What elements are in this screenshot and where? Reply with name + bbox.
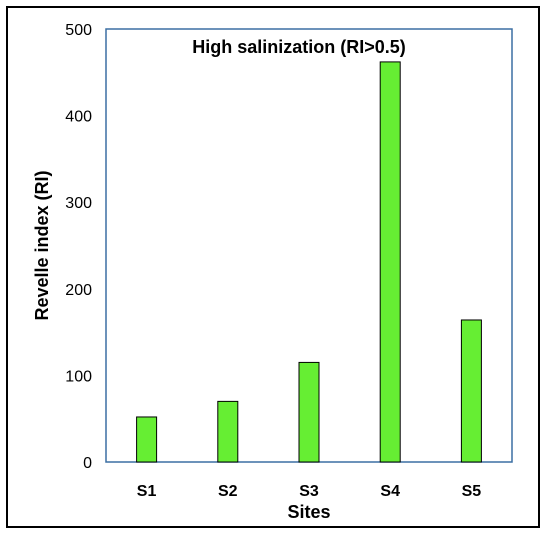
bar-s3: [298, 361, 320, 463]
bar-s2: [217, 400, 239, 463]
bar-s4: [379, 61, 401, 463]
y-tick-label: 0: [83, 455, 92, 472]
figure-frame: [6, 6, 540, 528]
x-tick-label: S1: [137, 483, 157, 500]
y-tick-label: 400: [65, 109, 92, 126]
y-axis-ticks: 0 100 200 300 400 500: [65, 22, 92, 472]
x-tick-label: S3: [299, 483, 319, 500]
y-tick-label: 100: [65, 368, 92, 385]
x-axis-label: Sites: [287, 502, 330, 522]
y-axis-label: Revelle index (RI): [32, 170, 52, 320]
chart-title: High salinization (RI>0.5): [192, 37, 406, 57]
bar-s5: [460, 319, 482, 463]
x-tick-label: S5: [462, 483, 482, 500]
x-tick-label: S4: [380, 483, 400, 500]
bars: [136, 61, 482, 463]
bar-s1: [136, 416, 158, 463]
x-tick-label: S2: [218, 483, 238, 500]
x-axis-ticks: S1 S2 S3 S4 S5: [137, 483, 481, 500]
y-tick-label: 500: [65, 22, 92, 39]
y-tick-label: 200: [65, 282, 92, 299]
y-tick-label: 300: [65, 195, 92, 212]
